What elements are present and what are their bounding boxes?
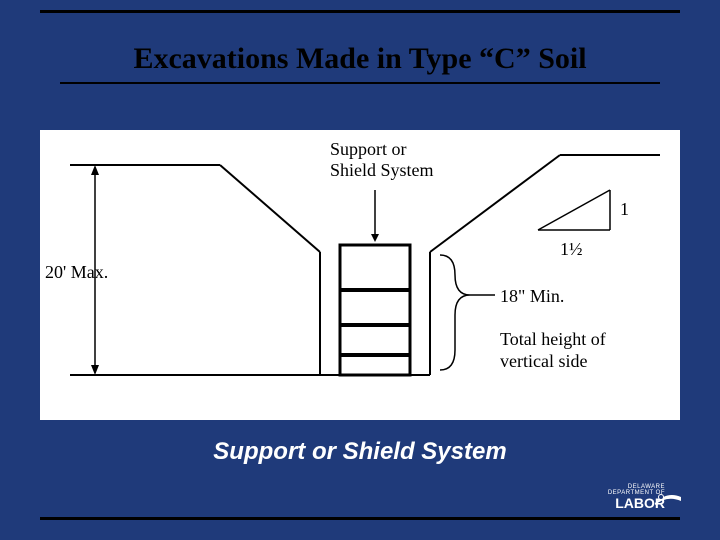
labor-logo: DELAWARE DEPARTMENT OF LABOR: [608, 484, 665, 510]
label-total-1: Total height of: [500, 329, 606, 349]
label-slope-run: 1½: [560, 239, 583, 259]
bottom-rule: [40, 517, 680, 520]
label-slope-rise: 1: [620, 199, 629, 219]
slide-caption: Support or Shield System: [0, 438, 720, 466]
top-rule: [40, 10, 680, 13]
logo-swoosh-icon: [653, 487, 683, 507]
label-max-depth: 20' Max.: [45, 262, 108, 282]
slide-title: Excavations Made in Type “C” Soil: [0, 42, 720, 76]
label-support-2: Shield System: [330, 160, 434, 180]
excavation-diagram: Support or Shield System 20' Max. 18" Mi…: [40, 130, 680, 420]
title-underline: [60, 82, 660, 84]
label-total-2: vertical side: [500, 351, 587, 371]
label-support-1: Support or: [330, 139, 407, 159]
label-min-side: 18" Min.: [500, 286, 564, 306]
